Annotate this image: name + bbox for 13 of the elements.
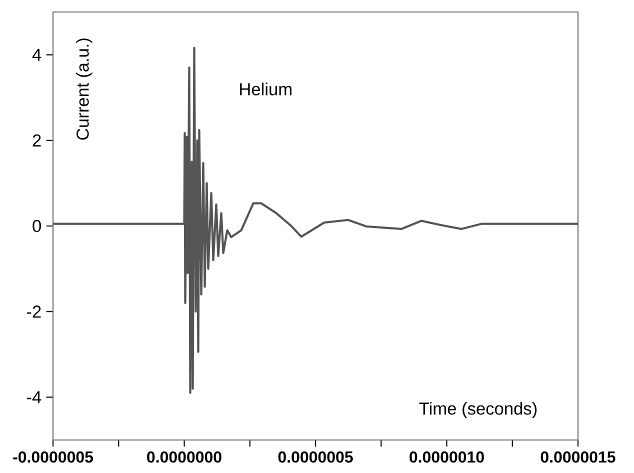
x-tick-label: 0.0000010 [410, 451, 484, 463]
annotation: Helium [240, 82, 292, 96]
x-tick-label: 0.0000005 [278, 451, 353, 463]
x-tick-label: 0.0000000 [147, 451, 222, 463]
y-tick-label: 0 [32, 220, 41, 232]
y-axis-title: Current (a.u.) [76, 38, 92, 140]
y-tick-label: -2 [26, 306, 41, 318]
x-axis-title: Time (seconds) [419, 402, 537, 418]
x-tick-label: 0.0000015 [540, 451, 616, 463]
y-tick-label: 2 [32, 134, 41, 146]
y-tick-label: -4 [26, 391, 42, 404]
x-tick-label: -0.0000005 [13, 451, 94, 463]
y-tick-label: 4 [32, 48, 42, 61]
